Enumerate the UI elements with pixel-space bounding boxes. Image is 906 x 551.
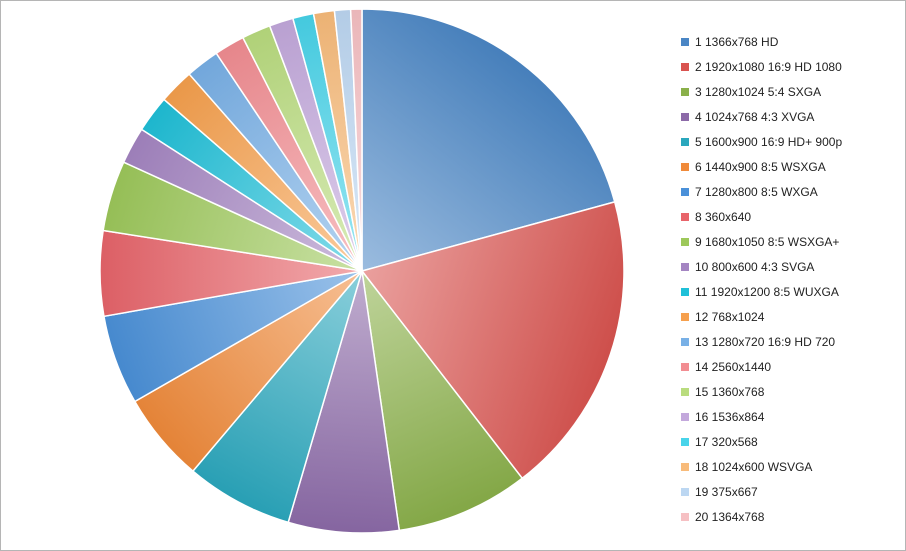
- legend-item-5: 5 1600x900 16:9 HD+ 900p: [681, 129, 842, 154]
- legend-swatch: [681, 87, 689, 96]
- legend-swatch: [681, 212, 689, 221]
- legend-label: 11 1920x1200 8:5 WUXGA: [695, 284, 839, 299]
- legend-label: 10 800x600 4:3 SVGA: [695, 259, 815, 274]
- legend-item-6: 6 1440x900 8:5 WSXGA: [681, 154, 842, 179]
- legend-label: 19 375x667: [695, 484, 758, 499]
- legend-label: 5 1600x900 16:9 HD+ 900p: [695, 134, 843, 149]
- legend-label: 20 1364x768: [695, 509, 765, 524]
- legend-item-8: 8 360x640: [681, 204, 842, 229]
- legend-swatch: [681, 312, 689, 321]
- legend-swatch: [681, 137, 689, 146]
- legend-label: 1 1366x768 HD: [695, 34, 779, 49]
- legend-item-20: 20 1364x768: [681, 504, 842, 529]
- legend-item-19: 19 375x667: [681, 479, 842, 504]
- legend-label: 3 1280x1024 5:4 SXGA: [695, 84, 822, 99]
- legend-item-9: 9 1680x1050 8:5 WSXGA+: [681, 229, 842, 254]
- pie-slice-1: [361, 8, 616, 272]
- legend-item-15: 15 1360x768: [681, 379, 842, 404]
- legend-swatch: [681, 187, 689, 196]
- legend-item-4: 4 1024x768 4:3 XVGA: [681, 104, 842, 129]
- legend-swatch: [681, 62, 689, 71]
- legend-item-7: 7 1280x800 8:5 WXGA: [681, 179, 842, 204]
- legend-swatch: [681, 112, 689, 121]
- legend-swatch: [681, 412, 689, 421]
- legend-label: 12 768x1024: [695, 309, 765, 324]
- legend-swatch: [681, 512, 689, 521]
- legend-swatch: [681, 162, 689, 171]
- pie-slice-3: [361, 270, 523, 532]
- legend-label: 18 1024x600 WSVGA: [695, 459, 813, 474]
- pie-slice-4: [287, 270, 401, 534]
- legend-swatch: [681, 387, 689, 396]
- legend-item-3: 3 1280x1024 5:4 SXGA: [681, 79, 842, 104]
- legend-swatch: [681, 362, 689, 371]
- legend-label: 14 2560x1440: [695, 359, 772, 374]
- legend-swatch: [681, 487, 689, 496]
- legend-item-18: 18 1024x600 WSVGA: [681, 454, 842, 479]
- legend-label: 6 1440x900 8:5 WSXGA: [695, 159, 826, 174]
- pie-slice-2: [361, 201, 625, 480]
- legend-swatch: [681, 337, 689, 346]
- legend-swatch: [681, 37, 689, 46]
- legend-item-2: 2 1920x1080 16:9 HD 1080: [681, 54, 842, 79]
- legend-label: 9 1680x1050 8:5 WSXGA+: [695, 234, 840, 249]
- legend-item-10: 10 800x600 4:3 SVGA: [681, 254, 842, 279]
- legend-label: 17 320x568: [695, 434, 758, 449]
- legend-label: 16 1536x864: [695, 409, 765, 424]
- legend-swatch: [681, 237, 689, 246]
- legend-item-13: 13 1280x720 16:9 HD 720: [681, 329, 842, 354]
- legend-item-12: 12 768x1024: [681, 304, 842, 329]
- legend-item-14: 14 2560x1440: [681, 354, 842, 379]
- legend-item-16: 16 1536x864: [681, 404, 842, 429]
- legend-label: 15 1360x768: [695, 384, 765, 399]
- legend-item-17: 17 320x568: [681, 429, 842, 454]
- legend-item-11: 11 1920x1200 8:5 WUXGA: [681, 279, 842, 304]
- legend-swatch: [681, 287, 689, 296]
- legend-swatch: [681, 462, 689, 471]
- legend-label: 13 1280x720 16:9 HD 720: [695, 334, 836, 349]
- legend-swatch: [681, 262, 689, 271]
- pie-slice-20: [349, 8, 363, 272]
- chart-legend: 1 1366x768 HD 2 1920x1080 16:9 HD 1080 3 1…: [681, 29, 842, 529]
- legend-item-1: 1 1366x768 HD: [681, 29, 842, 54]
- legend-label: 2 1920x1080 16:9 HD 1080: [695, 59, 842, 74]
- legend-label: 8 360x640: [695, 209, 752, 224]
- legend-label: 7 1280x800 8:5 WXGA: [695, 184, 818, 199]
- pie-slice-5: [192, 270, 363, 524]
- legend-swatch: [681, 437, 689, 446]
- legend-label: 4 1024x768 4:3 XVGA: [695, 109, 815, 124]
